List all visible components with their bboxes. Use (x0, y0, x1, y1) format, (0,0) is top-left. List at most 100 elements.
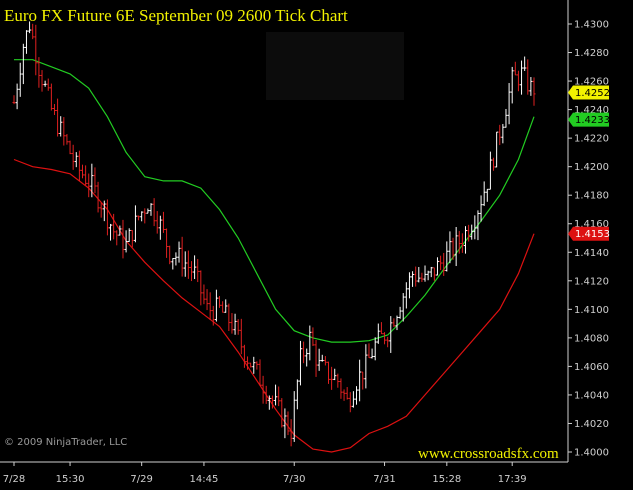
price-badge: 1.4252 (568, 85, 610, 100)
price-bar (339, 378, 343, 399)
price-bar (420, 272, 424, 282)
price-bar (81, 164, 85, 179)
price-bar (40, 70, 44, 92)
price-bar (529, 77, 533, 96)
price-bar (513, 61, 517, 76)
price-bar (205, 289, 209, 311)
price-bar (46, 78, 50, 91)
price-bar (199, 270, 203, 306)
price-bar (520, 60, 524, 95)
price-bar (87, 173, 91, 198)
price-tick-label: 1.4040 (574, 390, 609, 401)
price-bar (158, 215, 162, 240)
price-bar (373, 337, 377, 361)
price-bar (155, 211, 159, 234)
price-tick-label: 1.4180 (574, 191, 609, 202)
price-bar (355, 386, 359, 405)
price-tick-label: 1.4100 (574, 305, 609, 316)
price-bar (118, 225, 122, 236)
time-tick-label: 17:39 (498, 474, 527, 485)
time-tick-label: 7/31 (373, 474, 395, 485)
price-tick-label: 1.4200 (574, 162, 609, 173)
price-bar (367, 343, 371, 359)
time-tick-label: 7/28 (3, 474, 25, 485)
price-bar (71, 144, 75, 170)
price-bar (258, 359, 262, 386)
price-bar (314, 340, 318, 377)
price-tick-label: 1.4280 (574, 48, 609, 59)
price-bar (457, 230, 461, 254)
price-bar (482, 181, 486, 206)
price-bar (501, 123, 505, 144)
price-bar (93, 167, 97, 194)
price-bar (298, 340, 302, 386)
time-tick-label: 7/30 (283, 474, 305, 485)
price-bar (510, 66, 514, 104)
price-badge: 1.4153 (568, 226, 610, 241)
price-tick-label: 1.4060 (574, 362, 609, 373)
price-bar (498, 124, 502, 146)
price-bar (121, 219, 125, 259)
time-axis: 7/28 15:30 7/29 14:45 7/30 7/31 15:28 17:39 (3, 462, 527, 485)
price-bar (386, 336, 390, 348)
price-bar (239, 318, 243, 355)
price-bar (516, 70, 520, 92)
price-bar (189, 261, 193, 282)
price-bar (302, 341, 306, 364)
price-bar (242, 344, 246, 368)
price-bar (411, 271, 415, 287)
price-bar (99, 202, 103, 218)
price-bar (320, 354, 324, 362)
price-bar (18, 62, 22, 97)
price-tick-label: 1.4260 (574, 77, 609, 88)
price-bar (37, 57, 41, 88)
price-bar (488, 151, 492, 190)
price-bar (308, 325, 312, 361)
price-bar (102, 200, 106, 222)
price-bar (177, 241, 181, 263)
price-bar (267, 395, 271, 410)
price-bar (137, 215, 141, 221)
price-tick-label: 1.4240 (574, 105, 609, 116)
price-bar (439, 255, 443, 271)
time-tick-label: 7/29 (130, 474, 152, 485)
price-bar (252, 356, 256, 374)
price-bar (224, 299, 228, 313)
price-bar (115, 230, 119, 246)
price-bar (168, 245, 172, 265)
price-bar (15, 83, 19, 110)
price-bar (432, 267, 436, 281)
price-bar (127, 228, 131, 242)
price-bar (133, 205, 137, 243)
price-bar (448, 231, 452, 264)
price-bar (77, 150, 81, 182)
price-bar (31, 23, 35, 40)
price-bar (376, 323, 380, 344)
price-bar (317, 348, 321, 371)
price-bar (246, 356, 250, 370)
price-bar (495, 131, 499, 168)
price-bar (59, 116, 63, 137)
price-bar (348, 392, 352, 413)
price-bar (473, 215, 477, 240)
price-bar (326, 361, 330, 384)
price-bar (467, 224, 471, 242)
price-bar (52, 104, 56, 116)
price-bar (395, 315, 399, 331)
price-bar (280, 398, 284, 428)
price-bar (470, 224, 474, 240)
price-bar (174, 252, 178, 266)
price-bar (342, 389, 346, 401)
price-tick-label: 1.4140 (574, 248, 609, 259)
price-bar (196, 258, 200, 283)
watermark-panel (266, 32, 404, 100)
price-bar (49, 83, 53, 111)
price-tick-label: 1.4080 (574, 333, 609, 344)
website-label: www.crossroadsfx.com (418, 446, 559, 462)
price-bar (423, 265, 427, 282)
price-bar (65, 134, 69, 145)
price-bar (286, 411, 290, 436)
price-tick-label: 1.4120 (574, 276, 609, 287)
price-bar (34, 24, 38, 76)
price-bar (507, 83, 511, 125)
